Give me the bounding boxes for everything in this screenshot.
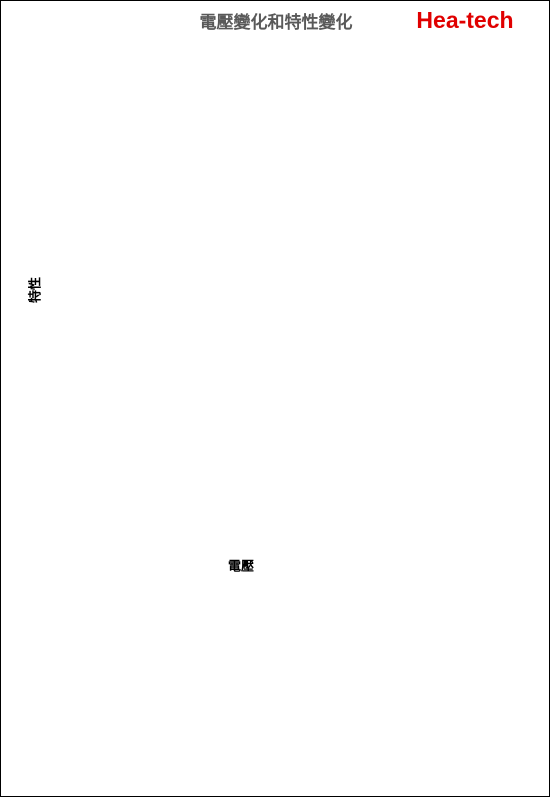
x-axis-label: 電壓 <box>228 560 254 575</box>
chart-title: 電壓變化和特性變化 <box>200 12 353 33</box>
brand: Hea-tech <box>416 7 513 33</box>
y-axis-label: 特性 <box>28 277 44 303</box>
